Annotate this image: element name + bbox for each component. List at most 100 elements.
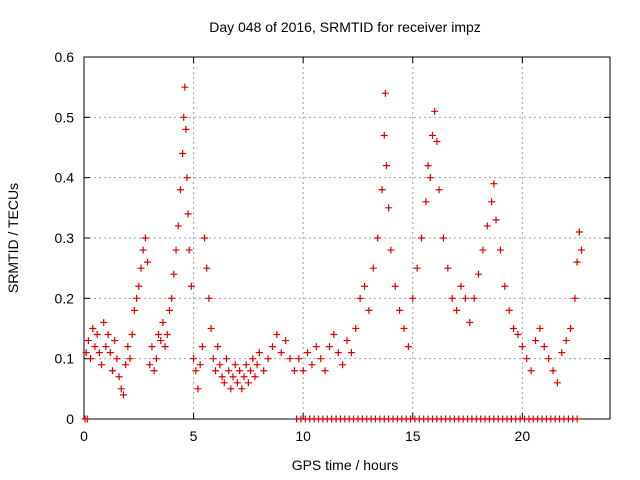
data-point <box>128 331 136 339</box>
data-point <box>146 361 154 369</box>
data-point <box>264 355 272 363</box>
data-point <box>391 282 399 290</box>
data-point <box>312 343 320 351</box>
data-point <box>141 234 149 242</box>
x-tick-label: 5 <box>190 428 198 444</box>
data-point <box>571 294 579 302</box>
data-point <box>222 355 230 363</box>
data-point <box>83 415 91 423</box>
data-point <box>431 107 439 115</box>
data-point <box>439 234 447 242</box>
data-point <box>475 270 482 278</box>
data-point <box>428 131 436 139</box>
data-point <box>159 318 167 326</box>
data-point <box>163 331 171 339</box>
chart-title: Day 048 of 2016, SRMTID for receiver imp… <box>209 19 481 35</box>
data-point <box>461 294 469 302</box>
data-point <box>207 325 215 332</box>
data-point <box>573 258 581 266</box>
data-point <box>126 355 134 363</box>
data-point <box>225 367 233 375</box>
plot-frame <box>83 56 611 420</box>
data-point <box>84 337 92 345</box>
data-point <box>290 367 298 375</box>
data-point <box>216 361 224 369</box>
data-point <box>457 282 465 290</box>
data-point <box>273 331 281 339</box>
data-point <box>122 361 130 369</box>
data-point <box>361 282 369 290</box>
data-point <box>102 343 110 351</box>
data-point <box>531 337 539 345</box>
data-point <box>299 367 307 375</box>
data-point <box>435 186 443 194</box>
data-point <box>182 125 190 133</box>
data-point <box>227 385 235 393</box>
data-point <box>523 355 531 363</box>
data-point <box>172 246 180 254</box>
data-point <box>567 325 575 332</box>
data-point <box>93 331 101 339</box>
data-point <box>317 355 325 363</box>
data-point <box>374 234 382 242</box>
data-point <box>184 210 192 218</box>
data-point <box>282 337 290 345</box>
data-point <box>231 361 239 369</box>
y-tick-label: 0 <box>66 411 74 427</box>
data-point <box>418 234 426 242</box>
data-point <box>176 186 184 194</box>
data-point <box>381 89 389 97</box>
data-point <box>505 306 513 314</box>
data-point <box>562 337 570 345</box>
data-point <box>209 355 217 363</box>
data-point <box>242 361 250 369</box>
data-point <box>413 264 421 272</box>
data-point <box>492 216 500 224</box>
data-point <box>119 391 127 399</box>
data-point <box>236 367 244 375</box>
data-point <box>304 349 312 357</box>
data-point <box>181 83 189 91</box>
data-point <box>277 349 285 357</box>
data-point <box>124 343 132 351</box>
data-point <box>536 325 544 332</box>
data-point <box>201 234 209 242</box>
data-point <box>352 325 360 332</box>
data-point <box>108 367 116 375</box>
data-point <box>268 343 276 351</box>
data-point <box>214 343 222 351</box>
data-point <box>233 379 241 387</box>
data-point <box>192 367 200 375</box>
y-axis-label: SRMTID / TECUs <box>5 183 21 293</box>
x-tick-label: 10 <box>295 428 311 444</box>
data-point <box>426 174 434 182</box>
data-point <box>453 306 461 314</box>
grid <box>84 57 610 419</box>
data-point <box>203 264 211 272</box>
data-point <box>514 331 522 339</box>
data-point <box>168 294 176 302</box>
data-point <box>115 373 123 381</box>
data-point <box>510 325 518 332</box>
data-point <box>190 355 198 363</box>
data-point <box>387 246 395 254</box>
data-point <box>135 282 143 290</box>
data-point <box>161 343 169 351</box>
data-point <box>196 361 204 369</box>
data-point <box>144 258 152 266</box>
data-point <box>229 373 237 381</box>
data-point <box>148 343 156 351</box>
data-point <box>155 331 163 339</box>
data-point <box>308 361 316 369</box>
data-point <box>152 355 160 363</box>
data-point <box>433 137 441 145</box>
data-point <box>194 385 202 393</box>
data-point <box>549 367 557 375</box>
data-point <box>396 306 404 314</box>
data-point <box>260 367 268 375</box>
data-point <box>251 373 259 381</box>
data-point <box>91 343 99 351</box>
data-point <box>422 198 430 206</box>
x-axis-label: GPS time / hours <box>292 457 399 473</box>
data-point <box>330 331 338 339</box>
